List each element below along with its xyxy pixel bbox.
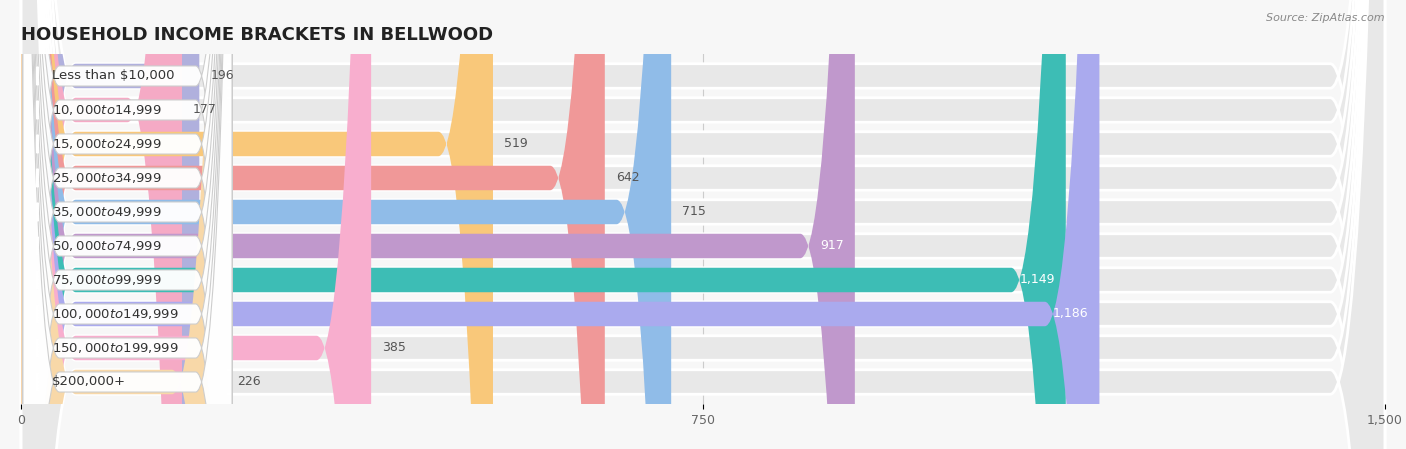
Text: $150,000 to $199,999: $150,000 to $199,999	[52, 341, 179, 355]
FancyBboxPatch shape	[21, 0, 1385, 449]
FancyBboxPatch shape	[21, 0, 371, 449]
FancyBboxPatch shape	[22, 0, 232, 449]
Text: 385: 385	[382, 342, 406, 355]
FancyBboxPatch shape	[21, 0, 226, 449]
Text: HOUSEHOLD INCOME BRACKETS IN BELLWOOD: HOUSEHOLD INCOME BRACKETS IN BELLWOOD	[21, 26, 494, 44]
Text: $35,000 to $49,999: $35,000 to $49,999	[52, 205, 162, 219]
FancyBboxPatch shape	[21, 0, 605, 449]
Text: $15,000 to $24,999: $15,000 to $24,999	[52, 137, 162, 151]
FancyBboxPatch shape	[22, 0, 232, 449]
Text: $75,000 to $99,999: $75,000 to $99,999	[52, 273, 162, 287]
Text: $25,000 to $34,999: $25,000 to $34,999	[52, 171, 162, 185]
FancyBboxPatch shape	[21, 0, 1385, 449]
Text: $10,000 to $14,999: $10,000 to $14,999	[52, 103, 162, 117]
Text: Less than $10,000: Less than $10,000	[52, 70, 174, 83]
FancyBboxPatch shape	[22, 0, 232, 449]
Text: 226: 226	[238, 375, 262, 388]
FancyBboxPatch shape	[21, 0, 1385, 449]
FancyBboxPatch shape	[21, 0, 855, 449]
Text: 1,149: 1,149	[1019, 273, 1054, 286]
FancyBboxPatch shape	[21, 0, 1385, 449]
FancyBboxPatch shape	[21, 0, 1385, 449]
FancyBboxPatch shape	[21, 0, 1385, 449]
Text: $100,000 to $149,999: $100,000 to $149,999	[52, 307, 179, 321]
FancyBboxPatch shape	[21, 0, 1066, 449]
FancyBboxPatch shape	[21, 0, 181, 449]
FancyBboxPatch shape	[21, 0, 1385, 449]
FancyBboxPatch shape	[21, 0, 1385, 449]
Text: $50,000 to $74,999: $50,000 to $74,999	[52, 239, 162, 253]
FancyBboxPatch shape	[21, 0, 1385, 449]
FancyBboxPatch shape	[21, 0, 671, 449]
Text: 917: 917	[820, 239, 844, 252]
FancyBboxPatch shape	[22, 0, 232, 449]
FancyBboxPatch shape	[21, 0, 494, 449]
FancyBboxPatch shape	[21, 0, 200, 449]
Text: 715: 715	[682, 206, 706, 219]
FancyBboxPatch shape	[21, 0, 1099, 449]
FancyBboxPatch shape	[22, 0, 232, 449]
Text: 1,186: 1,186	[1053, 308, 1088, 321]
FancyBboxPatch shape	[22, 0, 232, 449]
FancyBboxPatch shape	[22, 0, 232, 449]
FancyBboxPatch shape	[21, 0, 1385, 449]
Text: 177: 177	[193, 103, 217, 116]
Text: $200,000+: $200,000+	[52, 375, 127, 388]
Text: 642: 642	[616, 172, 640, 185]
FancyBboxPatch shape	[22, 0, 232, 449]
FancyBboxPatch shape	[22, 0, 232, 449]
Text: Source: ZipAtlas.com: Source: ZipAtlas.com	[1267, 13, 1385, 23]
Text: 519: 519	[503, 137, 527, 150]
Text: 196: 196	[211, 70, 233, 83]
FancyBboxPatch shape	[22, 0, 232, 449]
